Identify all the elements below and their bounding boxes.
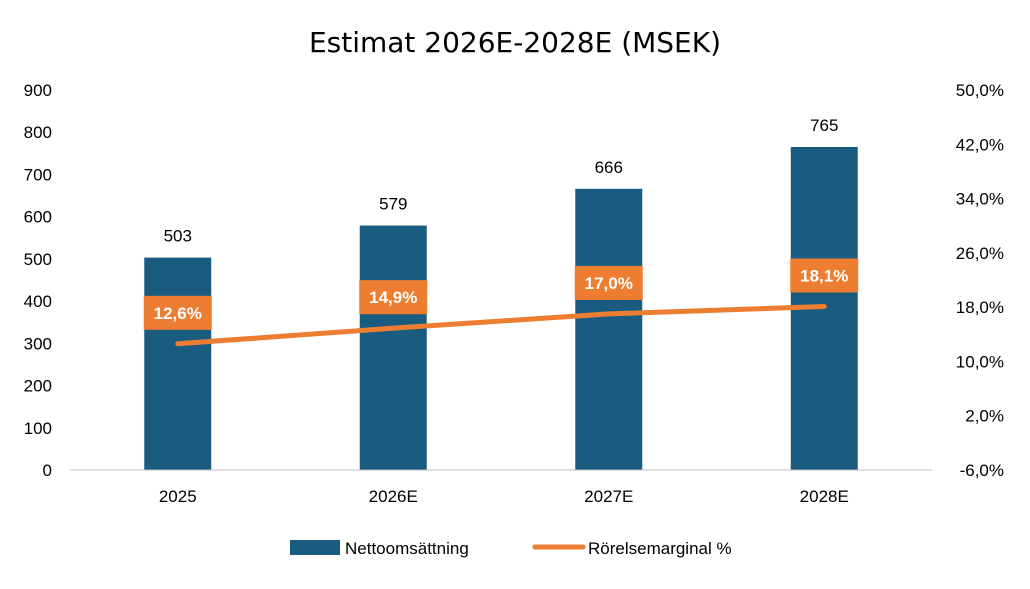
line-data-label: 14,9% — [369, 288, 417, 307]
category-label: 2028E — [800, 487, 849, 506]
line-data-label: 17,0% — [585, 274, 633, 293]
left-axis-tick-label: 500 — [24, 250, 52, 269]
line-label-box — [359, 280, 428, 315]
bar — [359, 225, 427, 470]
right-axis-tick-label: 18,0% — [956, 298, 1004, 317]
bar-data-label: 666 — [595, 158, 623, 177]
left-axis-tick-label: 600 — [24, 208, 52, 227]
bar-data-label: 503 — [164, 227, 192, 246]
line-label-box — [143, 295, 212, 330]
margin-line — [175, 303, 827, 347]
legend-swatch-bar — [290, 540, 340, 555]
left-axis-tick-label: 200 — [24, 377, 52, 396]
line-data-label: 12,6% — [154, 304, 202, 323]
bar-data-label: 765 — [810, 116, 838, 135]
right-axis-tick-label: 10,0% — [956, 352, 1004, 371]
legend-label-line: Rörelsemarginal % — [588, 539, 732, 558]
chart-title: Estimat 2026E-2028E (MSEK) — [309, 26, 721, 59]
left-axis-tick-label: 300 — [24, 334, 52, 353]
left-axis: 0 100 200 300 400 500 600 700 800 900 — [24, 81, 52, 480]
right-axis-tick-label: 50,0% — [956, 81, 1004, 100]
right-axis-tick-label: 26,0% — [956, 244, 1004, 263]
right-axis: -6,0% 2,0% 10,0% 18,0% 26,0% 34,0% 42,0% 50,0% — [956, 81, 1004, 480]
right-axis-tick-label: -6,0% — [960, 461, 1004, 480]
left-axis-tick-label: 800 — [24, 123, 52, 142]
category-label: 2027E — [584, 487, 633, 506]
right-axis-tick-label: 2,0% — [965, 407, 1004, 426]
line-data-label: 18,1% — [800, 266, 848, 285]
line-series: 12,6% 14,9% 17,0% 18,1% — [143, 258, 859, 347]
legend-label-bar: Nettoomsättning — [345, 539, 469, 558]
line-label-box — [574, 265, 643, 300]
left-axis-tick-label: 0 — [43, 461, 52, 480]
bar-series: 503 579 666 765 — [144, 116, 858, 471]
left-axis-tick-label: 900 — [24, 81, 52, 100]
left-axis-tick-label: 700 — [24, 165, 52, 184]
right-axis-tick-label: 42,0% — [956, 135, 1004, 154]
category-label: 2025 — [159, 487, 197, 506]
bar — [144, 257, 212, 470]
left-axis-tick-label: 400 — [24, 292, 52, 311]
bar — [575, 188, 643, 471]
right-axis-tick-label: 34,0% — [956, 190, 1004, 209]
legend: Nettoomsättning Rörelsemarginal % — [290, 539, 732, 558]
category-labels: 2025 2026E 2027E 2028E — [159, 487, 849, 506]
category-label: 2026E — [369, 487, 418, 506]
left-axis-tick-label: 100 — [24, 419, 52, 438]
line-label-box — [790, 258, 859, 293]
bar-data-label: 579 — [379, 195, 407, 214]
